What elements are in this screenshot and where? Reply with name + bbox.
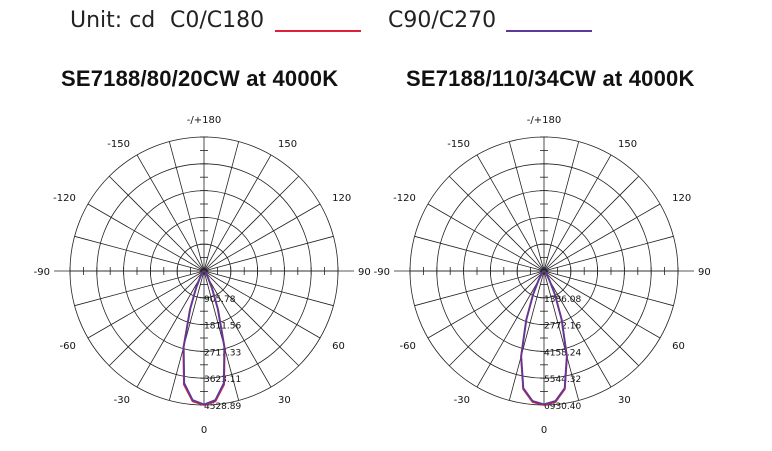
legend-c0-label: C0/C180 — [170, 8, 265, 33]
grid-spoke — [543, 270, 640, 367]
angle-label: -30 — [114, 395, 130, 406]
grid-spoke — [203, 270, 272, 388]
angle-label: -120 — [53, 193, 76, 204]
grid-spoke — [203, 154, 272, 272]
grid-spoke — [414, 235, 545, 272]
grid-spoke — [543, 270, 674, 307]
grid-spoke — [168, 270, 205, 401]
grid-spoke — [108, 175, 205, 272]
grid-spoke — [476, 154, 545, 272]
grid-spoke — [543, 141, 580, 272]
grid-spoke — [168, 141, 205, 272]
grid-spoke — [203, 235, 334, 272]
angle-label: 90 — [698, 267, 711, 278]
grid-spoke — [543, 175, 640, 272]
angle-label: 120 — [672, 193, 691, 204]
grid-spoke — [87, 203, 205, 272]
grid-spoke — [108, 270, 205, 367]
angle-label: -90 — [34, 267, 50, 278]
grid-spoke — [543, 235, 674, 272]
series-line-c90-c270 — [520, 270, 568, 406]
grid-spoke — [543, 270, 612, 388]
angle-label: -/+180 — [527, 115, 561, 126]
grid-spoke — [448, 270, 545, 367]
grid-spoke — [136, 154, 205, 272]
grid-spoke — [508, 141, 545, 272]
polar-chart-left: -/+180 150 120 90 60 30 0 -30 -60 -90 -120 -150 905.… — [34, 115, 371, 436]
angle-label: 60 — [332, 341, 345, 352]
angle-label: -90 — [374, 267, 390, 278]
grid-spoke — [476, 270, 545, 388]
grid-spoke — [87, 270, 205, 339]
grid-spoke — [203, 270, 334, 307]
angle-label: 30 — [278, 395, 291, 406]
radial-tick-label: 905.78 — [204, 295, 236, 305]
legend-c90-swatch — [506, 30, 592, 32]
grid-spoke — [203, 270, 300, 367]
angle-label: -/+180 — [187, 115, 221, 126]
radial-tick-label: 2717.33 — [204, 348, 241, 358]
grid-spoke — [414, 270, 545, 307]
radial-tick-label: 5544.32 — [544, 375, 581, 385]
legend-c90-label: C90/C270 — [388, 8, 497, 33]
grid-spoke — [74, 270, 205, 307]
radial-tick-label: 4158.24 — [544, 348, 581, 358]
legend-c0-swatch — [275, 30, 361, 32]
radial-tick-label: 4528.89 — [204, 402, 241, 412]
grid-spoke — [508, 270, 545, 401]
angle-label: -60 — [59, 341, 75, 352]
radial-tick-label: 1811.56 — [204, 322, 241, 332]
angle-label: 0 — [201, 425, 207, 436]
angle-label: 60 — [672, 341, 685, 352]
grid-spoke — [74, 235, 205, 272]
grid-spoke — [203, 270, 240, 401]
angle-label: 150 — [278, 139, 297, 150]
radial-tick-label: 3623.11 — [204, 375, 241, 385]
radial-tick-label: 1386.08 — [544, 295, 581, 305]
grid-spoke — [203, 203, 321, 272]
angle-label: 90 — [358, 267, 371, 278]
grid-spoke — [427, 203, 545, 272]
grid-spoke — [543, 154, 612, 272]
unit-label: Unit: cd — [70, 8, 156, 33]
grid-spoke — [203, 141, 240, 272]
angle-label: 120 — [332, 193, 351, 204]
grid-spoke — [203, 175, 300, 272]
angle-label: -150 — [107, 139, 130, 150]
angle-label: 30 — [618, 395, 631, 406]
polar-grid — [394, 136, 694, 406]
grid-spoke — [427, 270, 545, 339]
grid-spoke — [543, 270, 661, 339]
legend: Unit: cd C0/C180 C90/C270 — [0, 0, 772, 50]
angle-label: 150 — [618, 139, 637, 150]
angle-label: -150 — [447, 139, 470, 150]
polar-chart-right: -/+180 150 120 90 60 30 0 -30 -60 -90 -120 -150 1386… — [374, 115, 711, 436]
grid-spoke — [543, 270, 580, 401]
grid-spoke — [203, 270, 321, 339]
chart-title-left: SE7188/80/20CW at 4000K — [61, 66, 339, 91]
polar-grid — [54, 136, 354, 406]
angle-label: 0 — [541, 425, 547, 436]
angle-label: -60 — [399, 341, 415, 352]
chart-title-right: SE7188/110/34CW at 4000K — [406, 66, 695, 91]
radial-tick-label: 6930.40 — [544, 402, 581, 412]
angle-label: -120 — [393, 193, 416, 204]
grid-spoke — [448, 175, 545, 272]
grid-spoke — [543, 203, 661, 272]
angle-label: -30 — [454, 395, 470, 406]
series-line-c90-c270 — [182, 270, 226, 406]
grid-spoke — [136, 270, 205, 388]
